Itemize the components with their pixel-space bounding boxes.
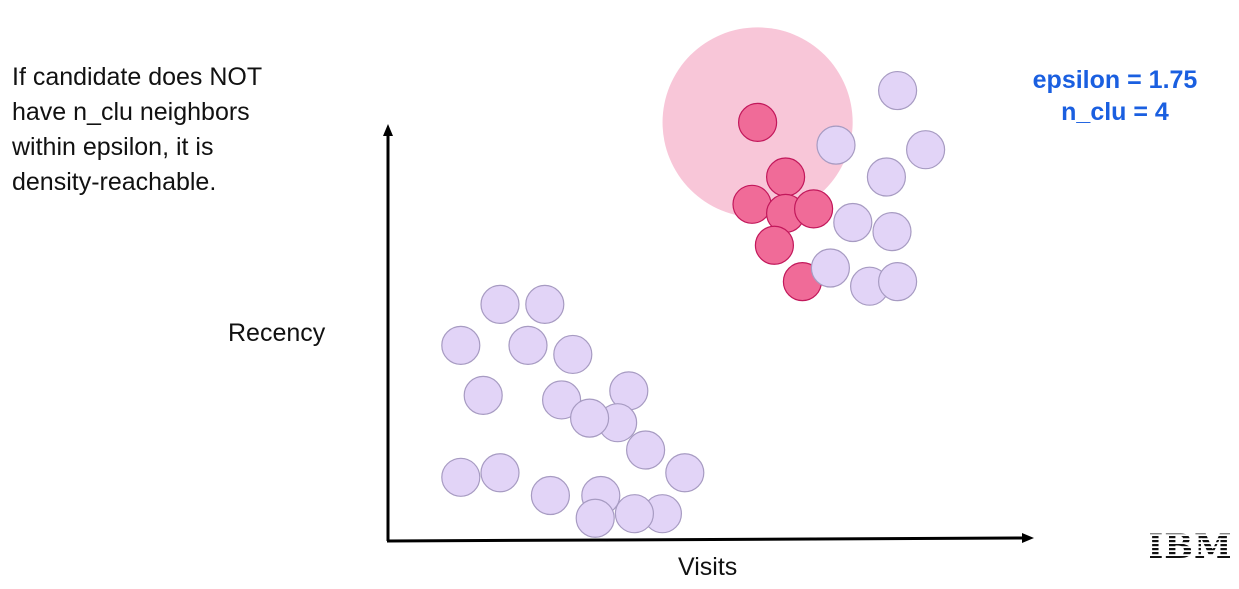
n-clu-label: n_clu = 4 [1061, 98, 1169, 126]
data-point [614, 494, 655, 534]
data-point [625, 430, 666, 470]
axes [383, 124, 1034, 543]
data-point [525, 284, 565, 324]
caption: If candidate does NOT have n_clu neighbo… [12, 60, 262, 200]
parameter-box: epsilon = 1.75 n_clu = 4 [1010, 64, 1220, 128]
caption-line: have n_clu neighbors [12, 98, 250, 126]
data-point [441, 457, 481, 497]
data-point [480, 453, 520, 493]
x-axis-label: Visits [678, 553, 738, 581]
data-point [665, 453, 705, 493]
data-point [530, 475, 571, 516]
caption-line: within epsilon, it is [12, 133, 214, 161]
data-point [441, 325, 481, 365]
highlighted-point [765, 157, 806, 197]
data-point [872, 212, 912, 252]
highlighted-point [732, 184, 772, 224]
data-point [866, 157, 907, 197]
data-point [905, 130, 946, 170]
data-point [575, 498, 615, 538]
y-axis-arrowhead [383, 124, 393, 136]
data-point [480, 284, 520, 324]
x-axis-arrowhead [1022, 533, 1034, 543]
svg-text:IBM: IBM [1150, 528, 1230, 564]
epsilon-label: epsilon = 1.75 [1032, 66, 1198, 94]
data-point [553, 334, 593, 375]
data-point [816, 125, 856, 165]
x-axis [386, 536, 1025, 543]
caption-line: density-reachable. [12, 168, 217, 196]
highlighted-point [737, 102, 778, 143]
ibm-logo: IBM [1150, 528, 1230, 564]
data-point [833, 202, 873, 243]
data-point [877, 262, 918, 302]
data-point [541, 380, 582, 420]
y-axis-label: Recency [228, 319, 326, 347]
caption-line: If candidate does NOT [12, 63, 263, 91]
highlighted-point [754, 225, 795, 265]
data-point [569, 398, 610, 438]
data-point [463, 375, 503, 415]
data-point [508, 325, 548, 365]
points-layer [441, 70, 946, 538]
highlighted-point [793, 189, 834, 229]
data-point [810, 248, 851, 288]
data-point [877, 70, 918, 111]
